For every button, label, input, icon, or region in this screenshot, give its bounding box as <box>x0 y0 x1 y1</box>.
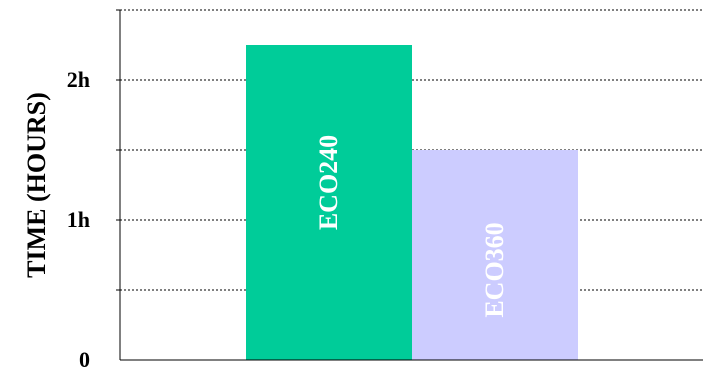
bar-label-eco240: ECO240 <box>314 135 343 230</box>
y-axis-label: TIME (HOURS) <box>22 92 51 278</box>
y-tick-label: 1h <box>67 207 90 232</box>
y-tick-label: 0 <box>79 347 90 372</box>
bar-eco240 <box>246 45 412 360</box>
bars: ECO240 ECO360 <box>246 45 578 360</box>
bar-label-eco360: ECO360 <box>480 222 509 317</box>
y-tick-label: 2h <box>67 67 90 92</box>
gridlines <box>116 9 703 291</box>
y-ticks: 0 1h 2h <box>67 67 90 372</box>
bar-eco360 <box>412 150 578 360</box>
